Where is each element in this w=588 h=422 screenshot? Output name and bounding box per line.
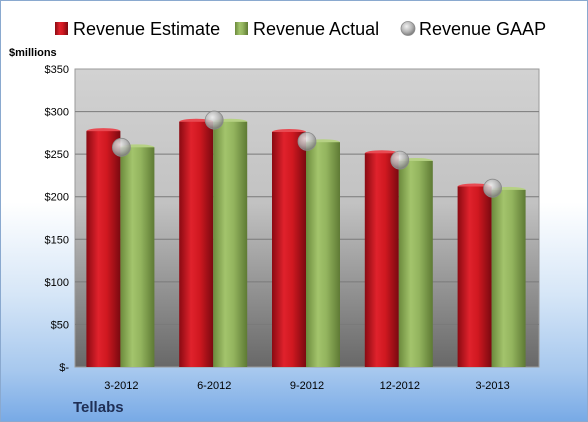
revenue-actual-legend-label: Revenue Actual — [253, 19, 379, 39]
revenue-estimate-bar — [364, 153, 399, 367]
revenue-gaap-marker — [297, 131, 317, 151]
y-tick-label: $300 — [45, 107, 69, 119]
revenue-estimate-bar — [179, 121, 214, 367]
revenue-estimate-legend-label: Revenue Estimate — [73, 19, 220, 39]
y-tick-label: $100 — [45, 277, 69, 289]
x-tick-label: 12-2012 — [380, 380, 420, 392]
y-unit-label: $millions — [9, 47, 57, 59]
revenue-gaap-marker — [112, 137, 131, 157]
y-tick-label: $150 — [45, 234, 69, 246]
revenue-estimate-bar — [272, 132, 306, 367]
revenue-estimate-bar — [86, 131, 121, 367]
revenue-actual-bar — [213, 121, 248, 367]
revenue-gaap-legend-label: Revenue GAAP — [419, 19, 546, 39]
y-tick-label: $350 — [45, 64, 69, 76]
revenue-gaap-marker — [483, 178, 503, 198]
gaap-markers — [112, 110, 503, 198]
y-tick-label: $200 — [45, 192, 69, 204]
x-axis-ticks: 3-2012 6-2012 9-2012 12-2012 3-2013 — [104, 380, 509, 392]
y-axis-ticks: $- $50 $100 $150 $200 $250 $300 $350 — [45, 64, 70, 374]
x-tick-label: 6-2012 — [197, 380, 231, 392]
revenue-estimate-legend-swatch — [55, 22, 68, 35]
y-tick-label: $250 — [45, 149, 69, 161]
y-tick-label: $- — [59, 362, 69, 374]
revenue-actual-legend-swatch — [235, 22, 248, 35]
revenue-actual-bar — [120, 147, 155, 367]
revenue-actual-bar — [491, 189, 526, 367]
revenue-gaap-marker — [204, 110, 224, 130]
revenue-gaap-legend-swatch — [400, 21, 416, 36]
revenue-gaap-marker — [390, 150, 410, 170]
y-tick-label: $50 — [51, 319, 69, 331]
revenue-actual-bar — [398, 160, 433, 367]
revenue-estimate-bar — [457, 186, 492, 367]
company-label: Tellabs — [73, 399, 124, 416]
x-tick-label: 3-2012 — [104, 380, 138, 392]
bar-series — [86, 118, 526, 367]
x-tick-label: 9-2012 — [290, 380, 324, 392]
x-tick-label: 3-2013 — [475, 380, 509, 392]
revenue-actual-bar — [306, 142, 340, 367]
legend: Revenue Estimate Revenue Actual Revenue GA… — [55, 19, 546, 39]
